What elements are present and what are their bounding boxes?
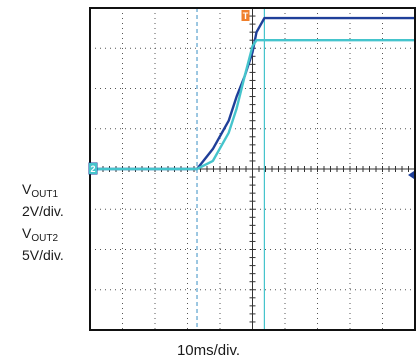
trigger-marker-label: T: [243, 11, 249, 21]
trigger-level-marker: [408, 171, 414, 180]
vout2-label: VOUT2: [22, 225, 58, 247]
vout2-ground-marker: [89, 163, 97, 174]
vout1-scale: 2V/div.: [22, 203, 64, 219]
vout2-trace: [90, 39, 415, 171]
vout1-label: VOUT1: [22, 181, 58, 203]
vout1-label-sub: OUT1: [31, 189, 59, 200]
vout2-ground-marker-label: 2: [90, 164, 95, 174]
vout2-scale: 5V/div.: [22, 247, 64, 263]
trigger-marker: [241, 10, 250, 21]
vout1-label-main: V: [22, 181, 32, 197]
vout1-trace: [90, 16, 415, 171]
x-axis-label: 10ms/div.: [176, 342, 241, 359]
vout2-label-sub: OUT2: [31, 233, 59, 244]
vout2-label-main: V: [22, 225, 32, 241]
